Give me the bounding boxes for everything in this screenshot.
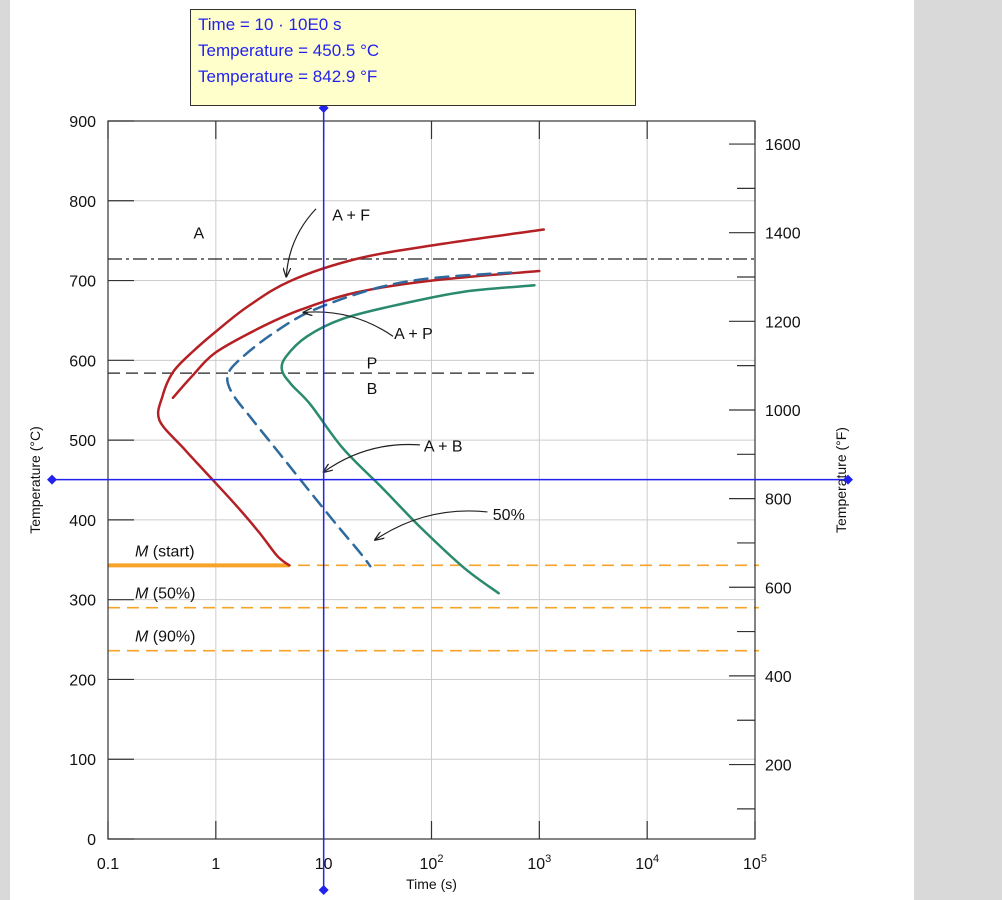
right-side-panel	[914, 0, 1002, 900]
x-tick-superscript: 4	[653, 853, 659, 865]
crosshair-handle-bottom[interactable]	[318, 885, 329, 895]
y2-tick-label: 1200	[765, 314, 801, 331]
martensite-label: M (start)	[135, 543, 195, 560]
reference-lines-layer	[108, 258, 759, 652]
x-tick-superscript: 5	[761, 853, 767, 865]
x-tick-label: 105	[743, 853, 767, 873]
annotation-label: 50%	[493, 507, 525, 524]
martensite-label-text: (start)	[148, 543, 194, 560]
y-tick-label: 100	[69, 752, 96, 769]
martensite-label: M (90%)	[135, 629, 195, 646]
y-tick-label: 800	[69, 194, 96, 211]
annotation-label: B	[367, 381, 378, 398]
readout-box: Time = 10 · 10E0 s Temperature = 450.5 °…	[190, 9, 636, 106]
y2-tick-label: 1000	[765, 403, 801, 420]
x-axis-title: Time (s)	[406, 876, 457, 892]
readout-temperature-c: Temperature = 450.5 °C	[198, 41, 380, 60]
y2-tick-label: 400	[765, 669, 792, 686]
annotation-label: A + P	[394, 326, 433, 343]
x-tick-label: 0.1	[97, 856, 119, 873]
y2-tick-label: 200	[765, 758, 792, 775]
series-curve-1	[156, 228, 546, 567]
martensite-symbol: M	[135, 543, 149, 560]
readout-time: Time = 10 · 10E0 s	[198, 15, 342, 34]
series-curve-2	[171, 269, 541, 400]
y2-tick-label: 800	[765, 492, 792, 509]
annotation-arrow	[303, 312, 394, 337]
martensite-label: M (50%)	[135, 586, 195, 603]
x-tick-label: 102	[420, 853, 444, 873]
annotation-label: A + B	[424, 438, 463, 455]
y-tick-label: 300	[69, 593, 96, 610]
annotation-label: P	[367, 355, 378, 372]
annotation-arrow	[286, 208, 317, 277]
x-tick-superscript: 3	[545, 853, 551, 865]
annotation-label: A + F	[332, 208, 370, 225]
x-tick-label: 104	[635, 853, 659, 873]
y-tick-label: 0	[87, 832, 96, 849]
crosshair-layer[interactable]	[47, 103, 853, 895]
x-tick-label: 1	[211, 856, 220, 873]
martensite-symbol: M	[135, 586, 149, 603]
series-curve-3	[226, 271, 513, 568]
x-tick-superscript: 2	[437, 853, 443, 865]
y-tick-label: 200	[69, 672, 96, 689]
readout-temperature-f: Temperature = 842.9 °F	[198, 67, 378, 86]
y2-tick-label: 1400	[765, 226, 801, 243]
annotation-arrow	[324, 443, 420, 472]
x-tick-label: 103	[527, 853, 551, 873]
martensite-symbol: M	[135, 629, 149, 646]
crosshair-handle-right[interactable]	[843, 474, 853, 485]
y-tick-label: 900	[69, 114, 96, 131]
series-curve-4	[280, 284, 536, 595]
y2-tick-label: 1600	[765, 137, 801, 154]
y-tick-label: 600	[69, 353, 96, 370]
y2-tick-label: 600	[765, 580, 792, 597]
annotation-label: A	[193, 225, 204, 242]
y-axis-title: Temperature (°C)	[27, 426, 43, 534]
martensite-label-text: (90%)	[148, 629, 195, 646]
left-panel-strip	[0, 0, 10, 900]
martensite-label-text: (50%)	[148, 586, 195, 603]
y-tick-label: 500	[69, 433, 96, 450]
crosshair-handle-left[interactable]	[47, 474, 57, 485]
y-tick-label: 700	[69, 274, 96, 291]
annotation-arrow	[375, 510, 488, 540]
series-layer	[108, 228, 546, 595]
y-tick-label: 400	[69, 513, 96, 530]
